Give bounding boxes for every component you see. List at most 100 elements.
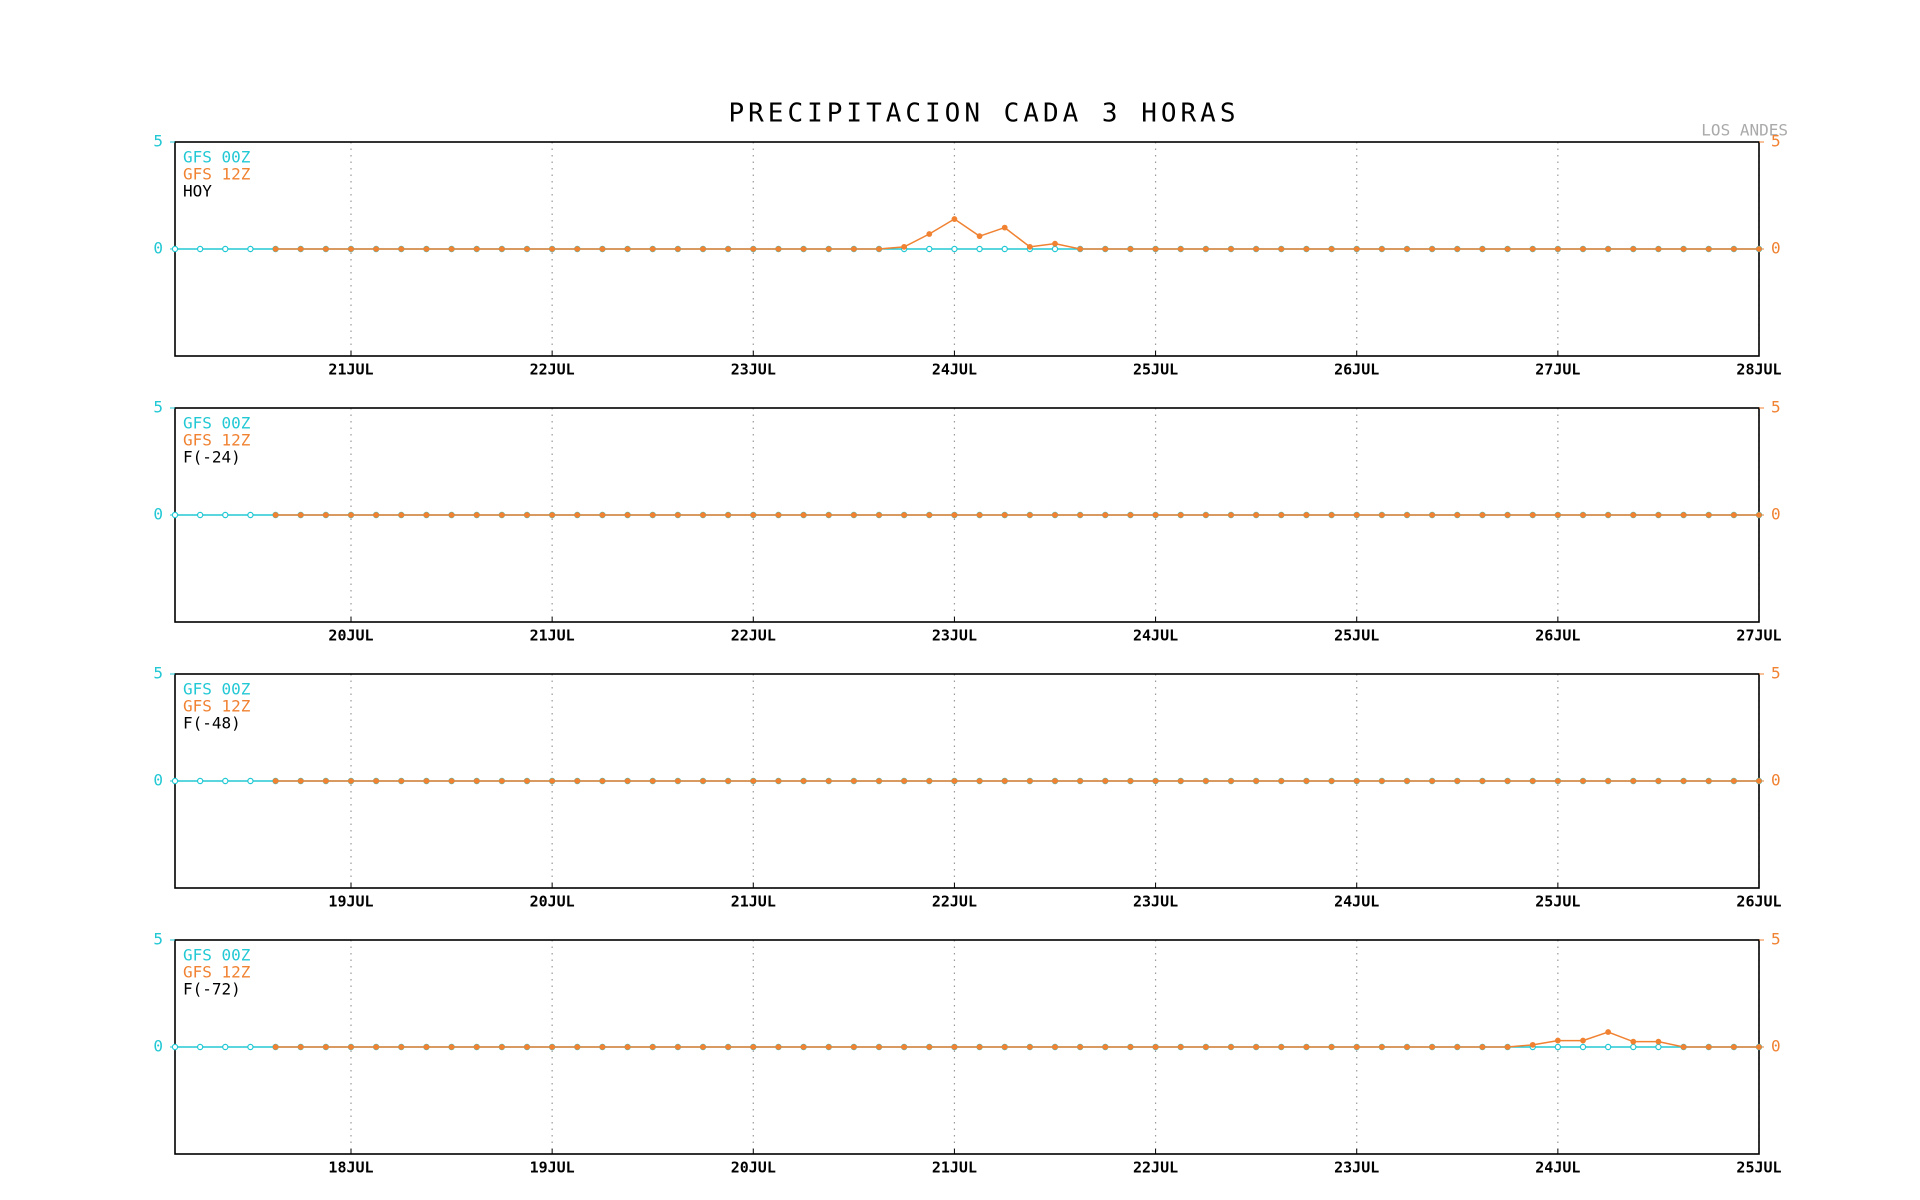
data-point — [373, 246, 380, 252]
data-point — [1630, 1043, 1637, 1051]
data-point — [1303, 1044, 1310, 1050]
data-point — [1077, 1044, 1084, 1050]
data-point — [775, 246, 782, 252]
data-point — [1127, 778, 1134, 784]
data-point — [1705, 1044, 1712, 1050]
data-point — [1730, 778, 1737, 784]
data-point — [700, 512, 706, 518]
data-point — [1353, 246, 1360, 252]
data-point — [398, 512, 405, 518]
y-tick-label: 0 — [153, 771, 163, 790]
data-point — [1529, 512, 1536, 518]
data-point — [700, 246, 706, 252]
data-point — [926, 512, 933, 518]
data-point — [1756, 778, 1762, 784]
data-point — [1378, 246, 1385, 252]
data-point — [1730, 246, 1737, 252]
data-point — [725, 512, 732, 518]
data-point — [1504, 246, 1511, 252]
data-point — [1454, 1044, 1461, 1050]
data-point — [1529, 1041, 1536, 1048]
data-point — [196, 245, 204, 253]
data-point — [800, 246, 807, 252]
data-point — [976, 233, 983, 240]
data-point — [825, 246, 832, 252]
data-point — [1052, 240, 1058, 247]
data-point — [1052, 1044, 1058, 1050]
data-point — [222, 1043, 229, 1051]
data-point — [171, 511, 179, 519]
data-point — [473, 512, 480, 518]
x-tick-label: 21JUL — [530, 627, 575, 645]
data-point — [498, 1044, 505, 1050]
x-tick-label: 23JUL — [932, 627, 977, 645]
data-point — [825, 778, 832, 784]
data-point — [800, 1044, 807, 1050]
data-point — [1127, 1044, 1134, 1050]
data-point — [423, 1044, 430, 1050]
x-tick-label: 24JUL — [1133, 627, 1178, 645]
data-point — [448, 778, 455, 784]
data-point — [1001, 778, 1008, 784]
chart-title: PRECIPITACION CADA 3 HORAS — [729, 99, 1240, 129]
data-point — [549, 778, 556, 784]
data-point — [1253, 1044, 1260, 1050]
data-point — [1127, 246, 1134, 252]
data-point — [901, 778, 908, 784]
data-point — [1454, 512, 1461, 518]
data-point — [1152, 1044, 1159, 1050]
series-line — [275, 1031, 1759, 1048]
data-point — [297, 778, 304, 784]
data-point — [524, 778, 530, 784]
data-point — [750, 512, 757, 518]
data-point — [850, 778, 857, 784]
data-point — [1605, 512, 1612, 518]
data-point — [171, 1043, 179, 1051]
data-point — [901, 243, 908, 250]
data-point — [1228, 1044, 1234, 1050]
data-point — [1001, 1044, 1008, 1050]
data-point — [1026, 243, 1033, 250]
x-tick-label: 22JUL — [530, 361, 575, 379]
data-point — [674, 246, 681, 252]
data-point — [348, 1044, 354, 1050]
data-point — [322, 246, 329, 252]
data-point — [750, 246, 757, 252]
data-point — [1630, 512, 1637, 518]
data-point — [1554, 512, 1561, 518]
data-point — [448, 512, 455, 518]
data-point — [473, 1044, 480, 1050]
data-point — [549, 1044, 556, 1050]
data-point — [976, 512, 983, 518]
x-tick-label: 22JUL — [932, 893, 977, 911]
data-point — [1177, 778, 1184, 784]
data-point — [1102, 512, 1109, 518]
data-point — [1429, 1044, 1436, 1050]
data-point — [423, 246, 430, 252]
data-point — [1529, 778, 1536, 784]
data-point — [1328, 1044, 1335, 1050]
data-point — [1655, 1038, 1662, 1045]
data-point — [850, 1044, 857, 1050]
data-point — [800, 512, 807, 518]
data-point — [901, 1044, 908, 1050]
data-point — [1051, 245, 1059, 253]
data-point — [1052, 512, 1058, 518]
y-tick-label: 0 — [153, 1037, 163, 1056]
x-tick-label: 18JUL — [328, 1159, 373, 1177]
data-point — [1202, 246, 1209, 252]
y2-tick-label: 0 — [1771, 1037, 1781, 1056]
data-point — [348, 778, 354, 784]
x-tick-label: 20JUL — [731, 1159, 776, 1177]
data-point — [624, 778, 631, 784]
x-tick-label: 26JUL — [1736, 893, 1781, 911]
data-point — [398, 1044, 405, 1050]
x-tick-label: 20JUL — [328, 627, 373, 645]
data-point — [297, 1044, 304, 1050]
x-tick-label: 25JUL — [1535, 893, 1580, 911]
legend-entry: GFS 00Z — [183, 946, 251, 965]
data-point — [1529, 246, 1536, 252]
data-point — [1504, 778, 1511, 784]
data-point — [1026, 1044, 1033, 1050]
y-tick-label: 0 — [153, 505, 163, 524]
